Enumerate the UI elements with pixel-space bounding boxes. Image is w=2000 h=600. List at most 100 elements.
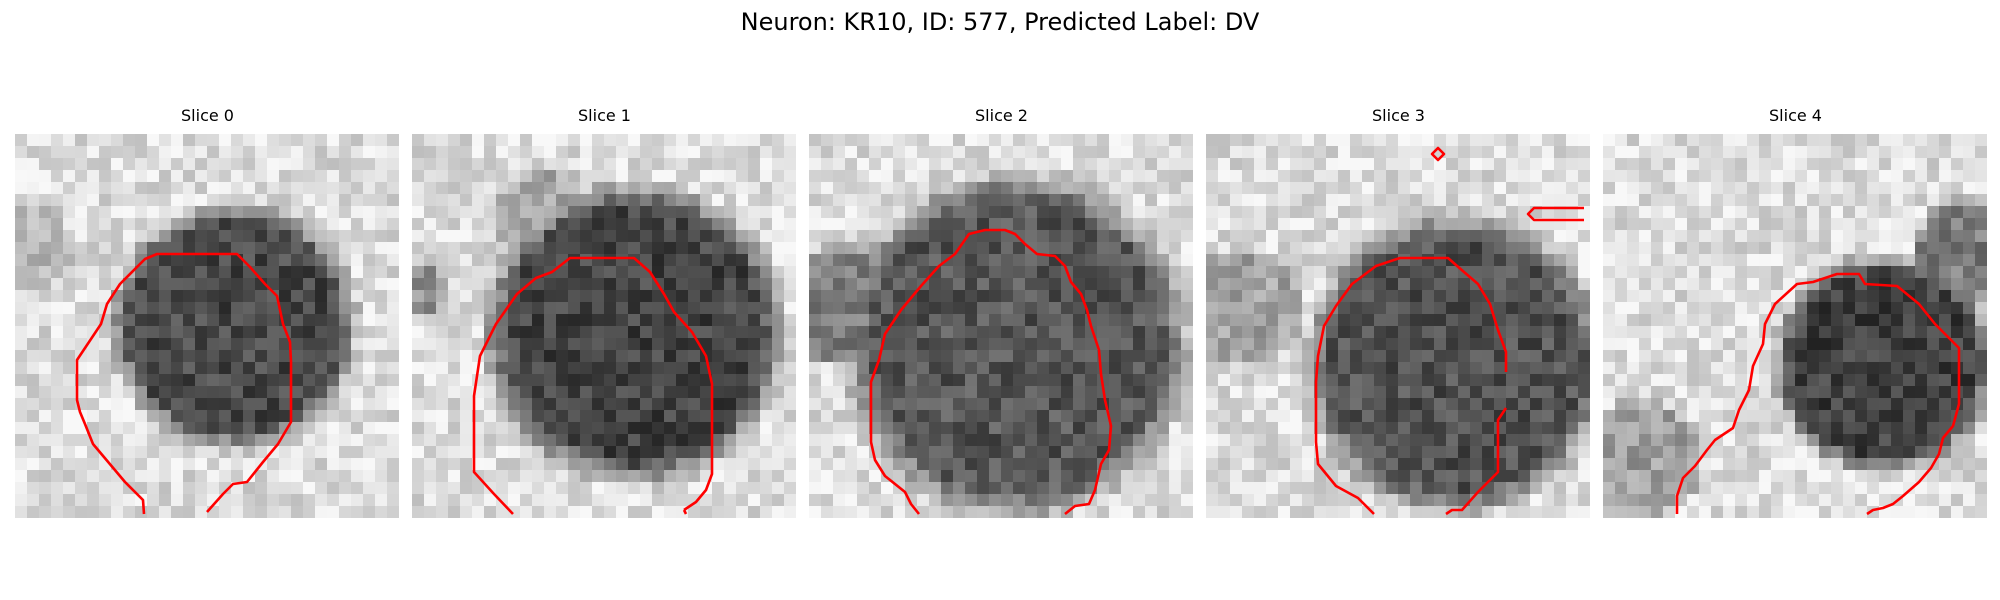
pixel <box>1675 350 1688 363</box>
pixel <box>772 386 785 399</box>
pixel <box>616 506 629 518</box>
pixel <box>1723 458 1736 471</box>
pixel <box>520 302 533 315</box>
pixel <box>1218 374 1231 387</box>
pixel <box>1903 134 1916 147</box>
pixel <box>1145 182 1158 195</box>
pixel <box>748 494 761 507</box>
pixel <box>1458 350 1471 363</box>
pixel <box>941 194 954 207</box>
pixel <box>1470 242 1483 255</box>
pixel <box>1434 314 1447 327</box>
pixel <box>1747 398 1760 411</box>
pixel <box>833 386 846 399</box>
pixel <box>1350 302 1363 315</box>
pixel <box>748 326 761 339</box>
pixel <box>1807 170 1820 183</box>
pixel <box>712 410 725 423</box>
pixel <box>1795 350 1808 363</box>
pixel <box>1975 134 1987 147</box>
pixel <box>1278 374 1291 387</box>
pixel <box>1891 134 1904 147</box>
pixel <box>183 302 196 315</box>
pixel <box>339 470 352 483</box>
pixel <box>1157 338 1170 351</box>
pixel <box>1109 374 1122 387</box>
pixel <box>1326 290 1339 303</box>
pixel <box>231 170 244 183</box>
pixel <box>1266 338 1279 351</box>
pixel <box>1133 146 1146 159</box>
pixel <box>412 302 425 315</box>
pixel <box>1109 398 1122 411</box>
pixel <box>1554 422 1567 435</box>
pixel <box>1651 338 1664 351</box>
pixel <box>1687 266 1700 279</box>
pixel <box>291 290 304 303</box>
pixel <box>1218 242 1231 255</box>
pixel <box>219 230 232 243</box>
pixel <box>1290 386 1303 399</box>
pixel <box>1675 386 1688 399</box>
pixel <box>616 398 629 411</box>
pixel <box>1049 314 1062 327</box>
pixel <box>857 362 870 375</box>
pixel <box>327 338 340 351</box>
pixel <box>99 194 112 207</box>
pixel <box>1121 362 1134 375</box>
pixel <box>1783 350 1796 363</box>
pixel <box>1037 350 1050 363</box>
pixel <box>1266 350 1279 363</box>
pixel <box>1627 254 1640 267</box>
pixel <box>123 350 136 363</box>
pixel <box>953 314 966 327</box>
pixel <box>1482 482 1495 495</box>
pixel <box>424 506 437 518</box>
pixel <box>1723 182 1736 195</box>
pixel <box>1903 434 1916 447</box>
pixel <box>1879 350 1892 363</box>
pixel <box>1133 266 1146 279</box>
pixel <box>989 494 1002 507</box>
pixel <box>1699 410 1712 423</box>
pixel <box>1915 218 1928 231</box>
pixel <box>15 302 28 315</box>
pixel <box>159 434 172 447</box>
pixel <box>1001 338 1014 351</box>
pixel <box>676 362 689 375</box>
pixel <box>1506 398 1519 411</box>
pixel <box>1290 374 1303 387</box>
pixel <box>243 170 256 183</box>
pixel <box>279 350 292 363</box>
pixel <box>592 218 605 231</box>
pixel <box>784 146 796 159</box>
pixel <box>700 422 713 435</box>
pixel <box>1422 506 1435 518</box>
pixel <box>231 314 244 327</box>
pixel <box>941 146 954 159</box>
pixel <box>183 350 196 363</box>
pixel <box>941 482 954 495</box>
pixel <box>27 146 40 159</box>
pixel <box>1603 158 1616 171</box>
pixel <box>1350 494 1363 507</box>
pixel <box>1615 158 1628 171</box>
pixel <box>1109 266 1122 279</box>
pixel <box>231 230 244 243</box>
pixel <box>748 194 761 207</box>
pixel <box>195 326 208 339</box>
pixel <box>784 362 796 375</box>
pixel <box>303 182 316 195</box>
pixel <box>989 170 1002 183</box>
pixel <box>1350 314 1363 327</box>
pixel <box>1157 470 1170 483</box>
pixel <box>977 194 990 207</box>
pixel <box>1266 362 1279 375</box>
pixel <box>700 230 713 243</box>
pixel <box>1891 422 1904 435</box>
pixel <box>821 470 834 483</box>
pixel <box>1843 398 1856 411</box>
pixel <box>51 338 64 351</box>
pixel <box>664 374 677 387</box>
pixel <box>267 158 280 171</box>
